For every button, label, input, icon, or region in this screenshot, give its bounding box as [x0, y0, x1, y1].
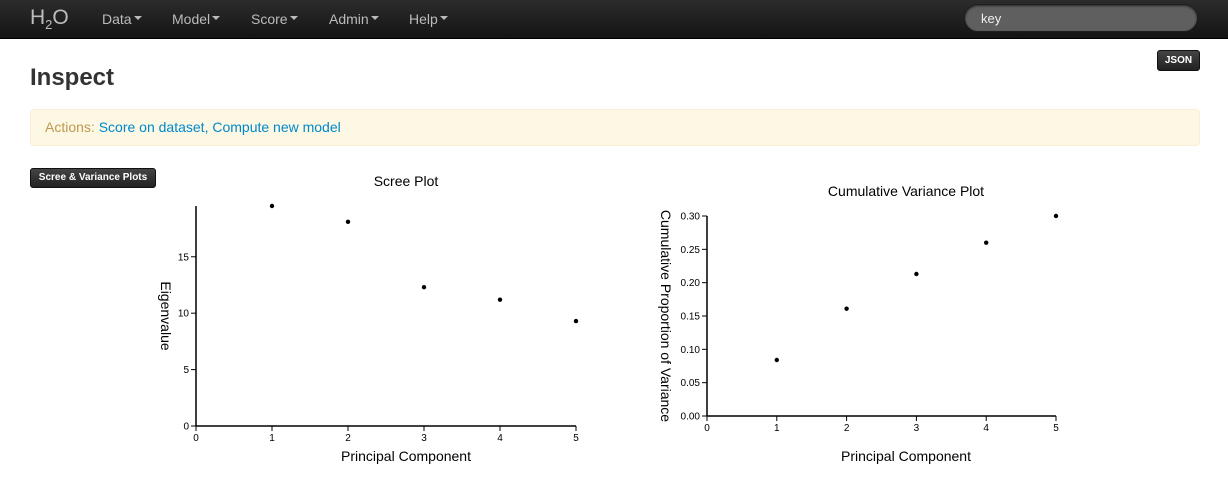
scree-data-point [421, 285, 427, 290]
caret-down-icon [370, 16, 379, 21]
variance-x-tick-label: 1 [774, 423, 780, 434]
variance-y-tick-label: 0.25 [681, 245, 701, 256]
scree-data-point [497, 297, 503, 302]
scree-data-point [345, 219, 351, 224]
page-title: Inspect [30, 64, 115, 91]
caret-down-icon [289, 16, 298, 21]
scree-x-tick-label: 2 [345, 433, 351, 444]
search-input[interactable] [964, 4, 1198, 32]
variance-x-tick-label: 2 [844, 423, 850, 434]
variance-plot-ylabel: Cumulative Proportion of Variance [658, 210, 674, 422]
cumulative-variance-plot: Cumulative Variance Plot Principal Compo… [658, 183, 1059, 464]
nav-model-label: Model [172, 11, 211, 27]
scree-plot: Scree Plot Principal Component Eigenvalu… [158, 173, 579, 464]
variance-plot-xlabel: Principal Component [841, 448, 971, 464]
actions-label: Actions: [45, 119, 95, 135]
json-button[interactable]: JSON [1157, 50, 1200, 71]
brand-h: H [30, 6, 46, 29]
actions-alert: Actions: Score on dataset, Compute new m… [30, 109, 1200, 146]
variance-data-point [914, 271, 919, 277]
score-on-dataset-link[interactable]: Score on dataset [98, 119, 205, 135]
scree-x-tick-label: 4 [497, 433, 503, 444]
brand-sub: 2 [45, 17, 53, 32]
variance-x-tick-label: 0 [704, 423, 710, 434]
scree-plot-ylabel: Eigenvalue [158, 281, 174, 350]
caret-down-icon [133, 16, 142, 21]
scree-y-tick-label: 10 [178, 309, 190, 320]
variance-data-point [774, 357, 779, 363]
variance-x-tick-label: 5 [1053, 423, 1059, 434]
scree-y-tick-label: 15 [178, 252, 190, 263]
variance-x-tick-label: 3 [914, 423, 920, 434]
variance-y-tick-label: 0.30 [681, 212, 701, 223]
nav-help-label: Help [409, 11, 438, 27]
scree-x-tick-label: 0 [193, 433, 199, 444]
scree-y-tick-label: 0 [183, 422, 189, 433]
scree-variance-plots-button[interactable]: Scree & Variance Plots [30, 168, 156, 188]
scree-data-point [269, 203, 275, 209]
brand-logo[interactable]: H2O [30, 6, 69, 32]
variance-data-point [844, 306, 849, 311]
variance-data-point [984, 240, 989, 245]
scree-x-tick-label: 5 [573, 433, 579, 444]
scree-plot-xlabel: Principal Component [341, 448, 471, 464]
nav-admin-label: Admin [329, 11, 369, 27]
nav-help-menu[interactable]: Help [409, 11, 448, 27]
top-navbar: H2O Data Model Score Admin Help [0, 0, 1228, 39]
compute-new-model-link[interactable]: Compute new model [212, 119, 341, 135]
scree-x-tick-label: 1 [269, 433, 275, 444]
caret-down-icon [439, 16, 448, 21]
scree-x-tick-label: 3 [421, 433, 427, 444]
variance-y-tick-label: 0.00 [681, 412, 701, 423]
variance-y-tick-label: 0.15 [681, 312, 701, 323]
brand-o: O [52, 6, 69, 29]
variance-y-tick-label: 0.10 [681, 345, 701, 356]
scree-plot-title: Scree Plot [374, 173, 439, 189]
variance-y-tick-label: 0.20 [681, 278, 701, 289]
scree-y-tick-label: 5 [183, 365, 189, 376]
nav-data-menu[interactable]: Data [102, 11, 142, 27]
nav-score-label: Score [251, 11, 288, 27]
variance-y-tick-label: 0.05 [681, 378, 701, 389]
caret-down-icon [212, 16, 221, 21]
variance-x-tick-label: 4 [983, 423, 989, 434]
actions-separator: , [204, 119, 209, 135]
variance-plot-title: Cumulative Variance Plot [828, 183, 984, 199]
nav-score-menu[interactable]: Score [251, 11, 298, 27]
nav-model-menu[interactable]: Model [172, 11, 221, 27]
scree-data-point [573, 318, 579, 324]
nav-admin-menu[interactable]: Admin [329, 11, 379, 27]
variance-data-point [1053, 213, 1059, 219]
nav-data-label: Data [102, 11, 132, 27]
